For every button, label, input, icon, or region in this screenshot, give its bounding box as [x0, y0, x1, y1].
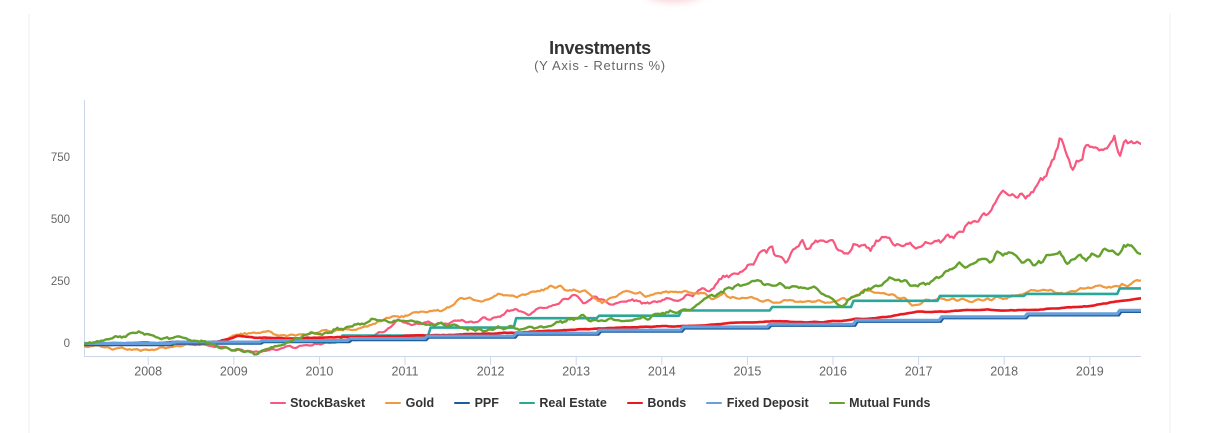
- svg-text:500: 500: [51, 214, 70, 226]
- svg-text:2011: 2011: [392, 365, 419, 379]
- svg-text:2012: 2012: [477, 365, 505, 379]
- svg-text:2017: 2017: [905, 365, 933, 379]
- svg-text:2015: 2015: [733, 365, 761, 379]
- svg-text:2016: 2016: [819, 365, 847, 379]
- svg-text:2008: 2008: [134, 365, 162, 379]
- svg-text:2019: 2019: [1076, 365, 1104, 379]
- svg-text:2010: 2010: [305, 365, 333, 379]
- svg-text:750: 750: [51, 152, 70, 164]
- svg-text:2009: 2009: [220, 365, 248, 379]
- svg-text:2013: 2013: [562, 365, 590, 379]
- svg-text:250: 250: [51, 276, 70, 288]
- svg-text:2014: 2014: [648, 365, 676, 379]
- svg-text:0: 0: [64, 338, 70, 350]
- svg-text:2018: 2018: [990, 365, 1018, 379]
